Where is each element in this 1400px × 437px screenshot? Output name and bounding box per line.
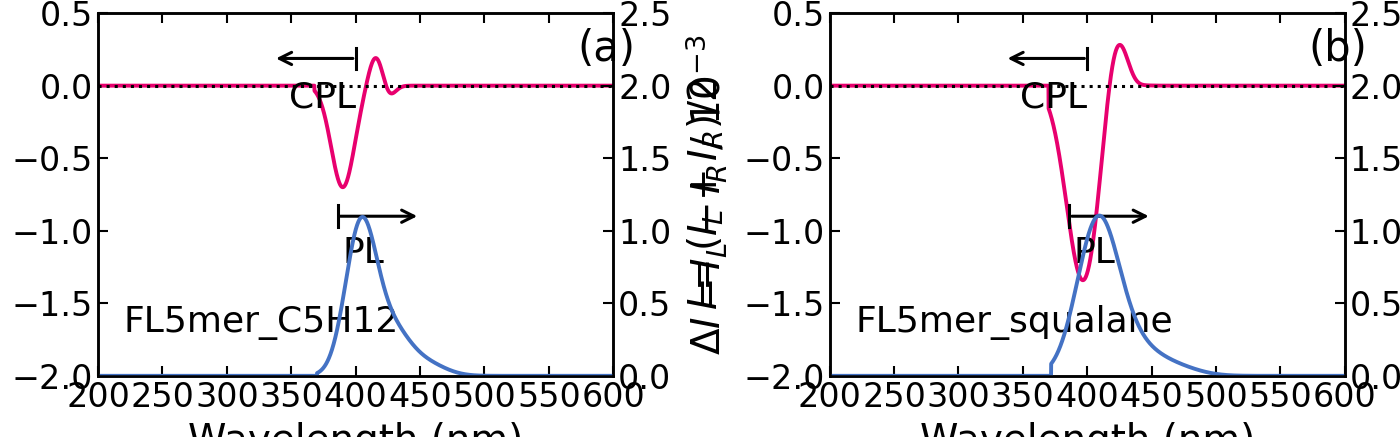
Y-axis label: $I = (I_L + I_R)/2$: $I = (I_L + I_R)/2$ — [685, 79, 725, 310]
Text: PL: PL — [1074, 236, 1116, 270]
Text: FL5mer_C5H12: FL5mer_C5H12 — [123, 305, 399, 340]
Text: CPL: CPL — [1019, 80, 1086, 114]
Text: (a): (a) — [577, 28, 634, 69]
Y-axis label: $\Delta I = I_L - I_R\ /\ 10^{-3}$: $\Delta I = I_L - I_R\ /\ 10^{-3}$ — [683, 34, 729, 355]
Text: PL: PL — [342, 236, 384, 270]
Text: FL5mer_squalane: FL5mer_squalane — [855, 305, 1172, 340]
X-axis label: Wavelength (nm): Wavelength (nm) — [918, 422, 1254, 437]
Text: CPL: CPL — [288, 80, 356, 114]
Text: (b): (b) — [1308, 28, 1366, 69]
X-axis label: Wavelength (nm): Wavelength (nm) — [188, 422, 524, 437]
